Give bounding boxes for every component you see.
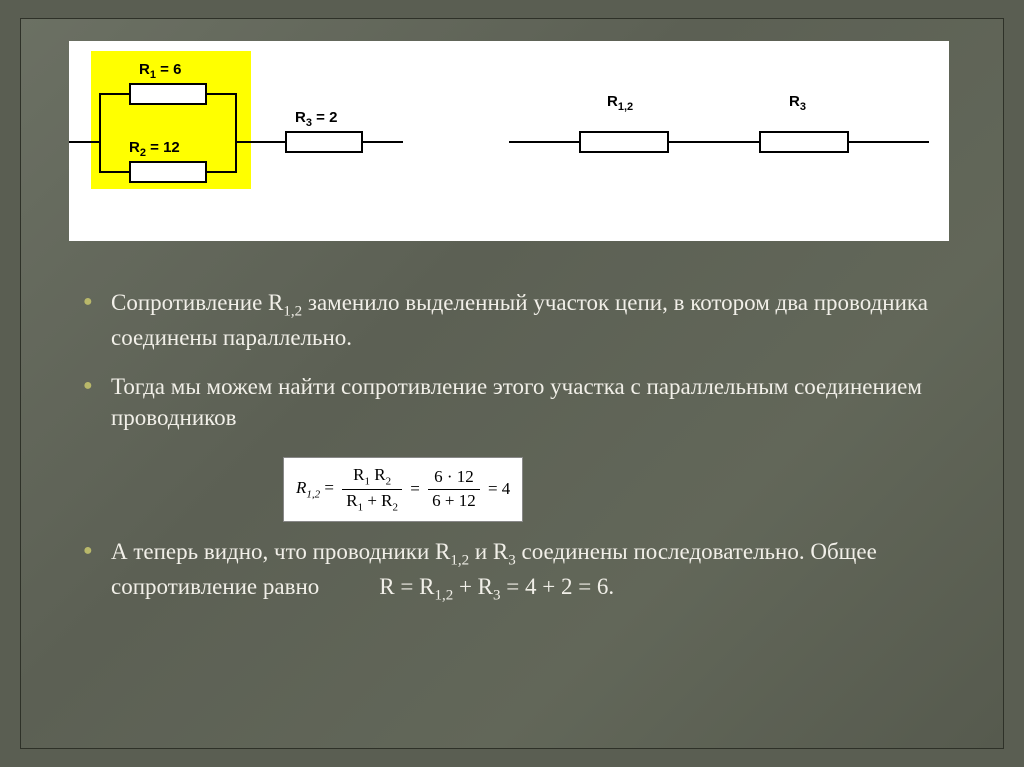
wire <box>235 141 285 143</box>
label-r12: R1,2 <box>607 93 633 113</box>
bullet-2: Тогда мы можем найти сопротивление этого… <box>83 371 933 433</box>
frac2-den: 6 + 12 <box>428 490 480 513</box>
fraction-2: 6 · 12 6 + 12 <box>428 466 480 513</box>
formula-lhs: R1,2 <box>296 478 320 497</box>
label-r3-left: R3 = 2 <box>295 109 337 129</box>
bullet-1: Сопротивление R1,2 заменило выделенный у… <box>83 287 933 353</box>
wire <box>99 93 101 173</box>
resistor-r12 <box>579 131 669 153</box>
frac1-num: R1 R2 <box>342 464 402 490</box>
wire <box>669 141 759 143</box>
frac1-den: R1 + R2 <box>342 490 402 515</box>
text-content: Сопротивление R1,2 заменило выделенный у… <box>83 287 933 624</box>
wire <box>849 141 929 143</box>
wire <box>509 141 579 143</box>
frac2-num: 6 · 12 <box>428 466 480 490</box>
bullet-3: А теперь видно, что проводники R1,2 и R3… <box>83 536 933 606</box>
formula-result: 4 <box>502 479 511 498</box>
fraction-1: R1 R2 R1 + R2 <box>342 464 402 515</box>
resistor-r1 <box>129 83 207 105</box>
resistor-r3-right <box>759 131 849 153</box>
label-r2: R2 = 12 <box>129 139 180 159</box>
slide-container: R1 = 6 R2 = 12 R3 = 2 R1,2 R3 Сопротивле… <box>20 18 1004 749</box>
wire <box>207 171 237 173</box>
label-r3-right: R3 <box>789 93 806 113</box>
resistor-r3-left <box>285 131 363 153</box>
wire <box>99 93 129 95</box>
wire <box>69 141 101 143</box>
wire <box>363 141 403 143</box>
wire <box>99 171 129 173</box>
wire <box>235 93 237 173</box>
resistor-r2 <box>129 161 207 183</box>
circuit-diagram: R1 = 6 R2 = 12 R3 = 2 R1,2 R3 <box>69 41 949 241</box>
wire <box>207 93 237 95</box>
formula: R1,2 = R1 R2 R1 + R2 = 6 · 12 6 + 12 = 4 <box>283 457 523 522</box>
label-r1: R1 = 6 <box>139 61 181 81</box>
